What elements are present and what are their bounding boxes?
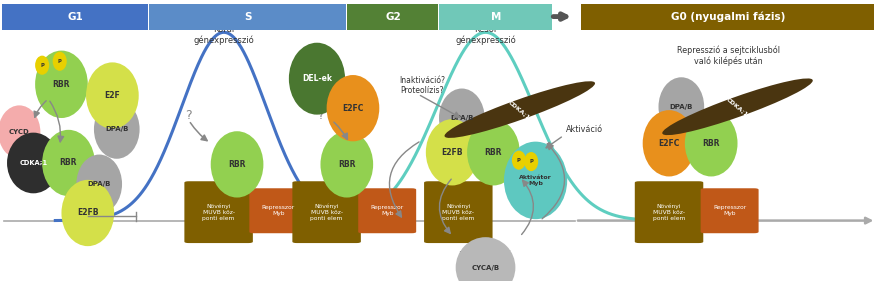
- Ellipse shape: [210, 131, 263, 198]
- Text: E2FC: E2FC: [658, 139, 679, 148]
- Text: CYCA/B: CYCA/B: [471, 264, 499, 271]
- Text: P: P: [40, 63, 44, 68]
- FancyBboxPatch shape: [424, 181, 492, 243]
- Ellipse shape: [684, 110, 737, 176]
- Ellipse shape: [642, 110, 695, 176]
- FancyBboxPatch shape: [438, 4, 552, 30]
- Text: RBR: RBR: [484, 148, 502, 157]
- Text: DPA/B: DPA/B: [88, 181, 111, 187]
- Text: CDKA;1: CDKA;1: [725, 96, 748, 117]
- FancyBboxPatch shape: [249, 188, 307, 233]
- Text: DPA/B: DPA/B: [105, 126, 128, 132]
- Text: P: P: [529, 159, 532, 164]
- Text: RBR: RBR: [53, 80, 70, 89]
- Ellipse shape: [503, 142, 567, 219]
- Ellipse shape: [326, 75, 379, 141]
- Text: Növényi
MUVB köz-
ponti elem: Növényi MUVB köz- ponti elem: [310, 203, 342, 221]
- Ellipse shape: [438, 89, 484, 148]
- Ellipse shape: [35, 56, 49, 75]
- Ellipse shape: [76, 155, 122, 214]
- Ellipse shape: [35, 51, 88, 118]
- Text: Represszor
Myb: Represszor Myb: [370, 205, 403, 216]
- Ellipse shape: [658, 77, 703, 136]
- Text: RBR: RBR: [702, 139, 719, 148]
- FancyBboxPatch shape: [292, 181, 360, 243]
- Text: Represszor
Myb: Represszor Myb: [261, 205, 295, 216]
- Text: Korai
génexpresszió: Korai génexpresszió: [193, 25, 254, 45]
- Ellipse shape: [0, 105, 40, 159]
- Text: Transzkripció: Transzkripció: [459, 251, 511, 260]
- Ellipse shape: [86, 62, 139, 129]
- Text: DPA/B: DPA/B: [450, 115, 473, 121]
- Text: ?: ?: [185, 109, 192, 122]
- Text: Aktivátor
Myb: Aktivátor Myb: [518, 175, 552, 186]
- Text: E2F: E2F: [104, 91, 120, 100]
- Ellipse shape: [661, 78, 812, 135]
- Ellipse shape: [425, 119, 478, 185]
- Text: Növényi
MUVB köz-
ponti elem: Növényi MUVB köz- ponti elem: [442, 203, 474, 221]
- Text: DEL-ek: DEL-ek: [302, 74, 332, 83]
- Text: G2: G2: [385, 12, 400, 22]
- Text: ?: ?: [317, 109, 324, 122]
- Ellipse shape: [94, 100, 139, 159]
- Text: P: P: [58, 59, 61, 64]
- Text: Inaktiváció?
Proteolízis?: Inaktiváció? Proteolízis?: [399, 76, 445, 96]
- FancyBboxPatch shape: [358, 188, 416, 233]
- Text: Represszió a sejtciklusból
való kilépés után: Represszió a sejtciklusból való kilépés …: [676, 46, 780, 66]
- FancyBboxPatch shape: [149, 4, 346, 30]
- Ellipse shape: [455, 237, 515, 281]
- Ellipse shape: [7, 133, 60, 193]
- Text: E2FB: E2FB: [77, 209, 98, 217]
- Text: G0 (nyugalmi fázis): G0 (nyugalmi fázis): [670, 11, 785, 22]
- FancyBboxPatch shape: [700, 188, 758, 233]
- FancyBboxPatch shape: [346, 4, 438, 30]
- Text: Aktiváció: Aktiváció: [566, 125, 602, 134]
- Text: G1: G1: [68, 12, 83, 22]
- Text: DPA/B: DPA/B: [669, 104, 692, 110]
- Ellipse shape: [524, 152, 538, 171]
- Text: E2FB: E2FB: [441, 148, 462, 157]
- Ellipse shape: [42, 130, 95, 196]
- Text: Növényi
MUVB köz-
ponti elem: Növényi MUVB köz- ponti elem: [652, 203, 684, 221]
- Text: E2FC: E2FC: [342, 104, 363, 113]
- FancyBboxPatch shape: [581, 4, 873, 30]
- Text: CYCD: CYCD: [9, 129, 30, 135]
- Ellipse shape: [289, 43, 345, 115]
- FancyBboxPatch shape: [184, 181, 253, 243]
- Text: CDKA;1: CDKA;1: [19, 160, 47, 166]
- Text: RBR: RBR: [60, 158, 77, 167]
- Text: S: S: [244, 12, 252, 22]
- Text: P: P: [517, 158, 520, 163]
- Text: M: M: [490, 12, 501, 22]
- Ellipse shape: [61, 180, 114, 246]
- Text: CDKA;1: CDKA;1: [508, 99, 531, 120]
- Ellipse shape: [511, 151, 525, 170]
- Text: Növényi
MUVB köz-
ponti elem: Növényi MUVB köz- ponti elem: [203, 203, 234, 221]
- Text: RBR: RBR: [338, 160, 355, 169]
- FancyBboxPatch shape: [634, 181, 702, 243]
- Ellipse shape: [467, 119, 519, 185]
- Ellipse shape: [444, 81, 595, 138]
- Text: Represszor
Myb: Represszor Myb: [712, 205, 745, 216]
- Text: Késői
génexpresszió: Késői génexpresszió: [454, 25, 516, 45]
- Text: RBR: RBR: [228, 160, 246, 169]
- Ellipse shape: [53, 52, 67, 71]
- Ellipse shape: [320, 131, 373, 198]
- FancyBboxPatch shape: [2, 4, 148, 30]
